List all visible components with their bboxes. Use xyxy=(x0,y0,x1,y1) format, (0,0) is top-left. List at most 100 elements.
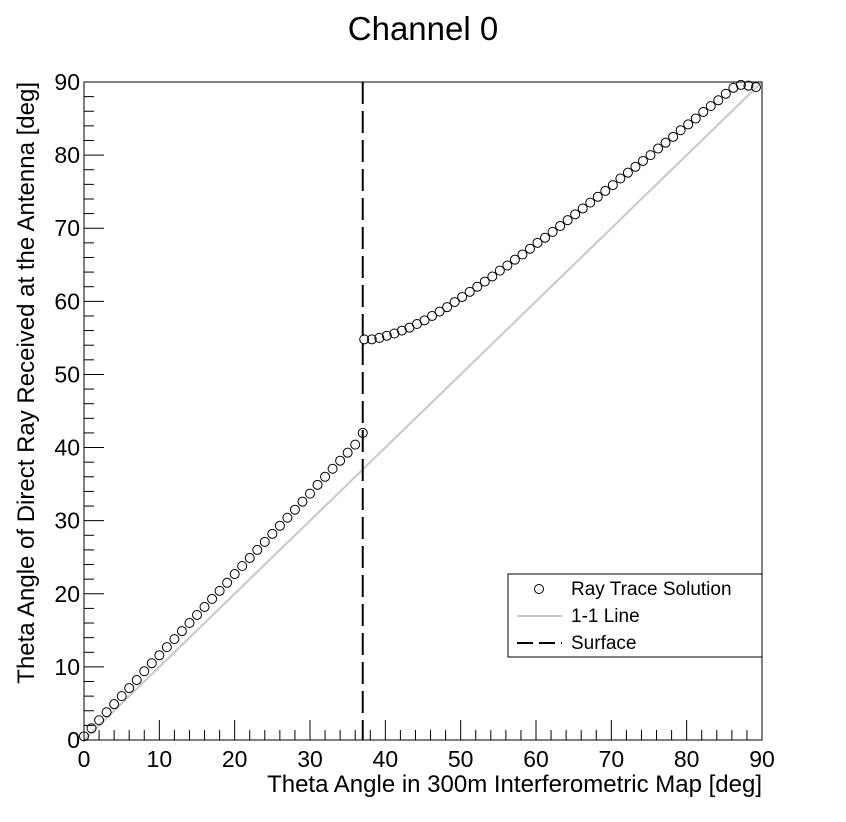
y-tick-label: 70 xyxy=(54,215,80,241)
data-point xyxy=(419,315,430,326)
data-point xyxy=(622,167,633,178)
x-tick-label: 90 xyxy=(749,746,775,772)
data-point xyxy=(487,271,498,282)
data-point xyxy=(728,82,739,93)
data-point xyxy=(524,243,535,254)
data-point xyxy=(442,302,453,313)
data-point xyxy=(705,101,716,112)
data-point xyxy=(305,488,315,499)
y-tick-label: 60 xyxy=(54,288,80,314)
data-point xyxy=(381,330,392,341)
data-point xyxy=(555,221,566,232)
data-point xyxy=(109,699,120,710)
y-tick-label: 30 xyxy=(54,508,80,534)
data-point xyxy=(297,496,308,507)
data-point xyxy=(169,634,180,645)
data-point xyxy=(312,479,323,490)
legend-label-ray-trace: Ray Trace Solution xyxy=(571,579,732,600)
data-point xyxy=(131,675,142,686)
data-point xyxy=(577,203,588,214)
x-tick-label: 10 xyxy=(147,746,173,772)
data-point xyxy=(259,536,270,547)
plot-area xyxy=(83,81,763,741)
x-tick-label: 0 xyxy=(78,746,91,772)
data-point xyxy=(396,325,407,336)
data-point xyxy=(532,237,543,248)
y-tick-label: 40 xyxy=(54,435,80,461)
data-point xyxy=(690,113,701,124)
data-point xyxy=(184,618,195,629)
y-tick-label: 10 xyxy=(54,654,80,680)
data-point xyxy=(214,585,225,596)
data-point xyxy=(479,276,490,287)
data-point xyxy=(494,265,505,276)
data-point xyxy=(735,79,746,90)
x-tick-label: 70 xyxy=(599,746,625,772)
data-point xyxy=(509,254,520,265)
data-point xyxy=(139,666,150,677)
data-point xyxy=(289,504,300,515)
data-point xyxy=(124,683,135,694)
data-point xyxy=(320,471,331,482)
data-point xyxy=(237,560,248,571)
data-point xyxy=(562,215,573,226)
data-point xyxy=(389,328,400,339)
y-tick-label: 0 xyxy=(67,727,80,753)
data-point xyxy=(600,185,611,196)
data-point xyxy=(176,626,187,637)
data-points xyxy=(79,79,761,742)
data-point xyxy=(502,260,513,271)
data-point xyxy=(374,332,385,343)
data-point xyxy=(472,281,483,292)
legend-marker-ray-trace xyxy=(534,584,544,594)
y-tick-label: 20 xyxy=(54,581,80,607)
data-point xyxy=(645,150,656,161)
data-point xyxy=(146,658,157,669)
legend-label-surface: Surface xyxy=(571,633,636,654)
data-point xyxy=(540,232,551,243)
chart-title: Channel 0 xyxy=(348,10,498,47)
data-point xyxy=(154,650,165,661)
x-tick-label: 50 xyxy=(448,746,474,772)
x-tick-label: 20 xyxy=(222,746,248,772)
data-point xyxy=(267,528,278,539)
data-point xyxy=(229,569,240,580)
data-point xyxy=(743,80,754,91)
data-point xyxy=(335,455,346,466)
data-point xyxy=(327,463,338,474)
data-point xyxy=(94,715,105,726)
data-point xyxy=(683,119,694,130)
axis-ticks: 0 10 20 30 40 50 60 70 80 90 0 10 20 30 40 50 60 70 80 90 xyxy=(54,69,774,772)
y-tick-label: 50 xyxy=(54,361,80,387)
x-axis-label: Theta Angle in 300m Interferometric Map … xyxy=(267,771,762,798)
data-point xyxy=(366,334,377,345)
data-point xyxy=(592,191,603,202)
data-point xyxy=(653,143,664,154)
data-point xyxy=(244,552,255,563)
data-point xyxy=(282,512,293,523)
data-point xyxy=(720,88,731,99)
data-point xyxy=(713,95,724,106)
data-point xyxy=(116,691,127,702)
data-point xyxy=(274,520,285,531)
data-point xyxy=(86,723,97,734)
data-point xyxy=(698,106,709,117)
data-point xyxy=(607,180,618,191)
data-point xyxy=(350,439,361,450)
data-point xyxy=(615,173,626,184)
data-point xyxy=(750,82,761,93)
data-point xyxy=(252,544,263,555)
x-tick-label: 60 xyxy=(523,746,549,772)
data-point xyxy=(427,310,438,321)
data-point xyxy=(637,155,648,166)
one-to-one-line xyxy=(83,81,763,741)
data-point xyxy=(359,334,370,345)
data-point xyxy=(207,593,218,604)
data-point xyxy=(342,447,353,458)
data-point xyxy=(161,642,172,653)
data-point xyxy=(222,577,233,588)
data-point xyxy=(101,707,112,718)
data-point xyxy=(357,427,368,438)
legend: Ray Trace Solution 1-1 Line Surface xyxy=(507,573,763,658)
